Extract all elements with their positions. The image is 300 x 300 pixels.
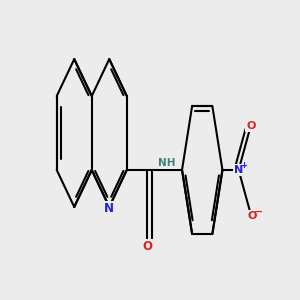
- Text: N: N: [104, 202, 114, 214]
- Text: O: O: [247, 211, 256, 221]
- Text: −: −: [254, 207, 263, 217]
- Text: +: +: [240, 161, 247, 170]
- Text: NH: NH: [158, 158, 176, 168]
- Text: O: O: [246, 121, 256, 130]
- Text: N: N: [234, 165, 243, 175]
- Text: O: O: [142, 240, 152, 253]
